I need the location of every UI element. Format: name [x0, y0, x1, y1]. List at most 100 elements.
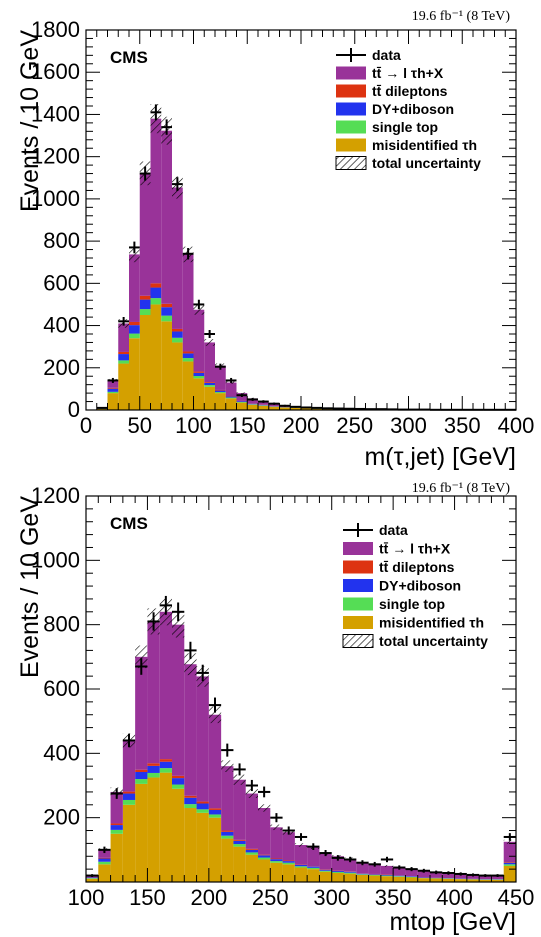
- legend-label: total uncertainty: [379, 633, 488, 649]
- uncertainty-bin: [245, 789, 258, 798]
- bar-single_top: [215, 392, 226, 394]
- bar-ttbar_ltau: [236, 393, 248, 401]
- bar-dy_diboson: [193, 372, 205, 377]
- legend-swatch: [343, 560, 373, 574]
- bar-ttbar_ltau: [270, 827, 283, 859]
- bar-ttbar_dilepton: [135, 769, 148, 772]
- bar-ttbar_ltau: [430, 872, 443, 878]
- legend-swatch: [336, 120, 366, 134]
- bar-dy_diboson: [208, 809, 222, 815]
- bar-ttbar_dilepton: [221, 830, 234, 832]
- bar-ttbar_ltau: [268, 404, 280, 406]
- bar-misid: [172, 788, 185, 882]
- bar-misid: [215, 393, 226, 410]
- bar-single_top: [356, 874, 369, 875]
- bar-ttbar_dilepton: [196, 801, 209, 804]
- bar-misid: [270, 862, 283, 882]
- bar-dy_diboson: [172, 331, 183, 338]
- bar-misid: [294, 867, 308, 882]
- data-point: [258, 786, 271, 798]
- data-point: [503, 833, 516, 841]
- bar-single_top: [344, 872, 357, 874]
- data-point: [172, 602, 185, 622]
- bar-single_top: [233, 844, 246, 847]
- bar-single_top: [98, 861, 111, 865]
- y-tick-label: 1200: [31, 483, 80, 508]
- bar-dy_diboson: [233, 840, 246, 845]
- bar-ttbar_ltau: [258, 808, 271, 855]
- uncertainty-bin: [184, 653, 197, 676]
- bar-single_top: [380, 875, 394, 877]
- bar-dy_diboson: [307, 866, 320, 868]
- uncertainty-bin: [233, 774, 246, 785]
- bar-misid: [311, 408, 323, 410]
- legend-label: DY+diboson: [379, 578, 461, 594]
- bar-ttbar_dilepton: [172, 775, 185, 779]
- bar-dy_diboson: [282, 861, 295, 863]
- y-tick-label: 1000: [31, 547, 80, 572]
- bar-dy_diboson: [98, 858, 111, 862]
- data-points: [86, 595, 516, 878]
- bar-ttbar_ltau: [479, 875, 492, 880]
- legend-item-uncertainty: total uncertainty: [342, 633, 488, 649]
- bar-dy_diboson: [147, 765, 160, 773]
- data-point: [270, 813, 283, 823]
- bar-ttbar_dilepton: [110, 823, 123, 826]
- bar-ttbar_ltau: [442, 873, 455, 879]
- bar-ttbar_ltau: [159, 611, 172, 760]
- legend-swatch: [336, 102, 366, 116]
- bar-single_top: [270, 861, 283, 863]
- bar-single_top: [193, 376, 205, 379]
- bar-misid: [150, 304, 162, 410]
- legend-item-ttbar_dilepton: tt̄ dileptons: [336, 83, 448, 99]
- data-point: [147, 612, 160, 631]
- bar-ttbar_ltau: [454, 873, 467, 879]
- data-point: [454, 872, 467, 876]
- bar-ttbar_ltau: [380, 865, 394, 875]
- data-point: [479, 874, 492, 878]
- data-point: [466, 873, 480, 877]
- data-point: [247, 397, 258, 401]
- x-axis-label: mtop [GeV]: [390, 908, 516, 936]
- data-point: [182, 248, 194, 260]
- legend-item-data: data: [343, 522, 408, 538]
- stack-bars: [86, 611, 516, 882]
- data-point: [196, 664, 209, 682]
- legend-label: tt̄ → l τh+X: [379, 540, 451, 556]
- data-point: [405, 867, 418, 872]
- y-tick-label: 1000: [31, 186, 80, 211]
- bar-dy_diboson: [196, 803, 209, 810]
- data-point: [208, 697, 222, 713]
- bar-misid: [221, 838, 234, 882]
- bar-ttbar_dilepton: [98, 857, 111, 859]
- uncertainty-bin: [270, 824, 283, 831]
- bar-dy_diboson: [122, 793, 136, 800]
- bar-single_top: [208, 814, 222, 818]
- bar-dy_diboson: [159, 761, 172, 769]
- bar-ttbar_ltau: [139, 173, 151, 296]
- data-point: [354, 407, 366, 410]
- uncertainty-bin: [503, 839, 516, 844]
- bar-single_top: [405, 876, 418, 878]
- data-point: [236, 393, 248, 397]
- cms-label: CMS: [110, 48, 148, 67]
- bar-ttbar_dilepton: [270, 858, 283, 860]
- bar-single_top: [236, 401, 248, 403]
- bar-ttbar_ltau: [161, 130, 172, 304]
- y-tick-label: 800: [43, 612, 80, 637]
- bar-ttbar_ltau: [356, 862, 369, 874]
- x-tick-label: 150: [229, 413, 266, 438]
- legend-swatch: [336, 84, 366, 98]
- bar-ttbar_ltau: [294, 845, 308, 865]
- x-tick-label: 250: [336, 413, 373, 438]
- y-tick-label: 1600: [31, 59, 80, 84]
- bar-ttbar_ltau: [417, 871, 430, 878]
- bar-dy_diboson: [225, 396, 237, 398]
- bar-ttbar_ltau: [172, 187, 183, 329]
- y-tick-label: 400: [43, 740, 80, 765]
- bar-single_top: [135, 779, 148, 784]
- data-point: [204, 329, 215, 339]
- bar-ttbar_dilepton: [208, 808, 222, 810]
- bar-misid: [290, 407, 301, 410]
- bar-misid: [236, 402, 248, 410]
